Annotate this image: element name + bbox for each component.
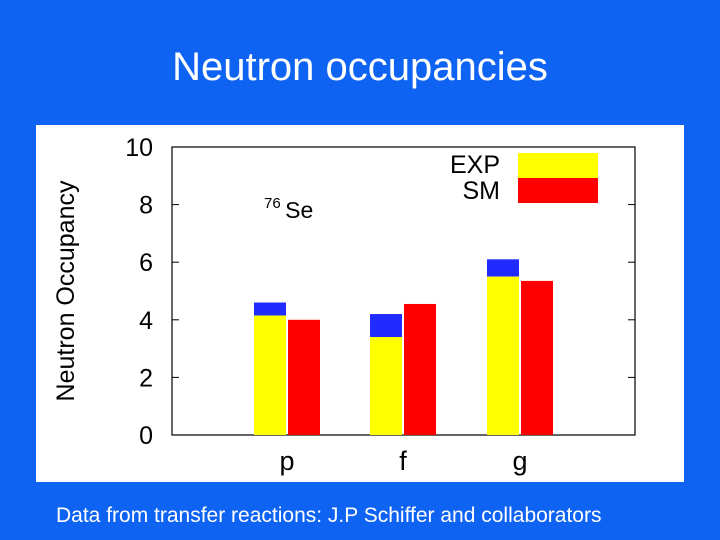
y-tick-label: 2 [139,364,153,392]
occupancy-bar-chart: 0 2 4 6 8 10 p f g Neutron Occupancy 76 Se EXP … [52,134,636,476]
footnote: Data from transfer reactions: J.P Schiff… [56,504,602,527]
slide-title: Neutron occupancies [172,45,548,89]
x-tick-label-p: p [279,446,294,476]
y-axis-label: Neutron Occupancy [52,180,80,401]
mass-number: 76 [264,195,281,212]
plot-frame [171,146,636,436]
y-tick-label: 6 [139,249,153,277]
chart-panel: 0 2 4 6 8 10 p f g Neutron Occupancy 76 Se EXP … [36,125,684,482]
exp-uncertainty-bar-f [370,314,402,338]
y-tick-label: 10 [125,134,153,162]
legend-label-sm: SM [463,177,501,205]
exp-bar-g [487,276,519,435]
sm-bar-f [404,303,436,435]
legend-swatch-sm [518,178,598,203]
x-tick-label-f: f [399,446,407,476]
exp-uncertainty-bar-p [254,302,286,316]
y-tick-label: 8 [139,192,153,220]
element-symbol: Se [285,197,313,223]
nucleus-annotation: 76 Se [264,195,313,223]
exp-uncertainty-bar-g [487,259,519,277]
legend: EXP SM [450,151,598,205]
y-tick-label: 0 [139,422,153,450]
x-tick-label-g: g [512,446,527,476]
sm-bar-g [521,280,553,435]
y-tick-label: 4 [139,307,153,335]
exp-bar-p [254,315,286,435]
legend-swatch-exp [518,153,598,178]
bars [254,259,553,435]
exp-bar-f [370,337,402,435]
sm-bar-p [288,319,320,435]
y-ticks: 0 2 4 6 8 10 [125,134,635,450]
legend-label-exp: EXP [450,151,500,179]
